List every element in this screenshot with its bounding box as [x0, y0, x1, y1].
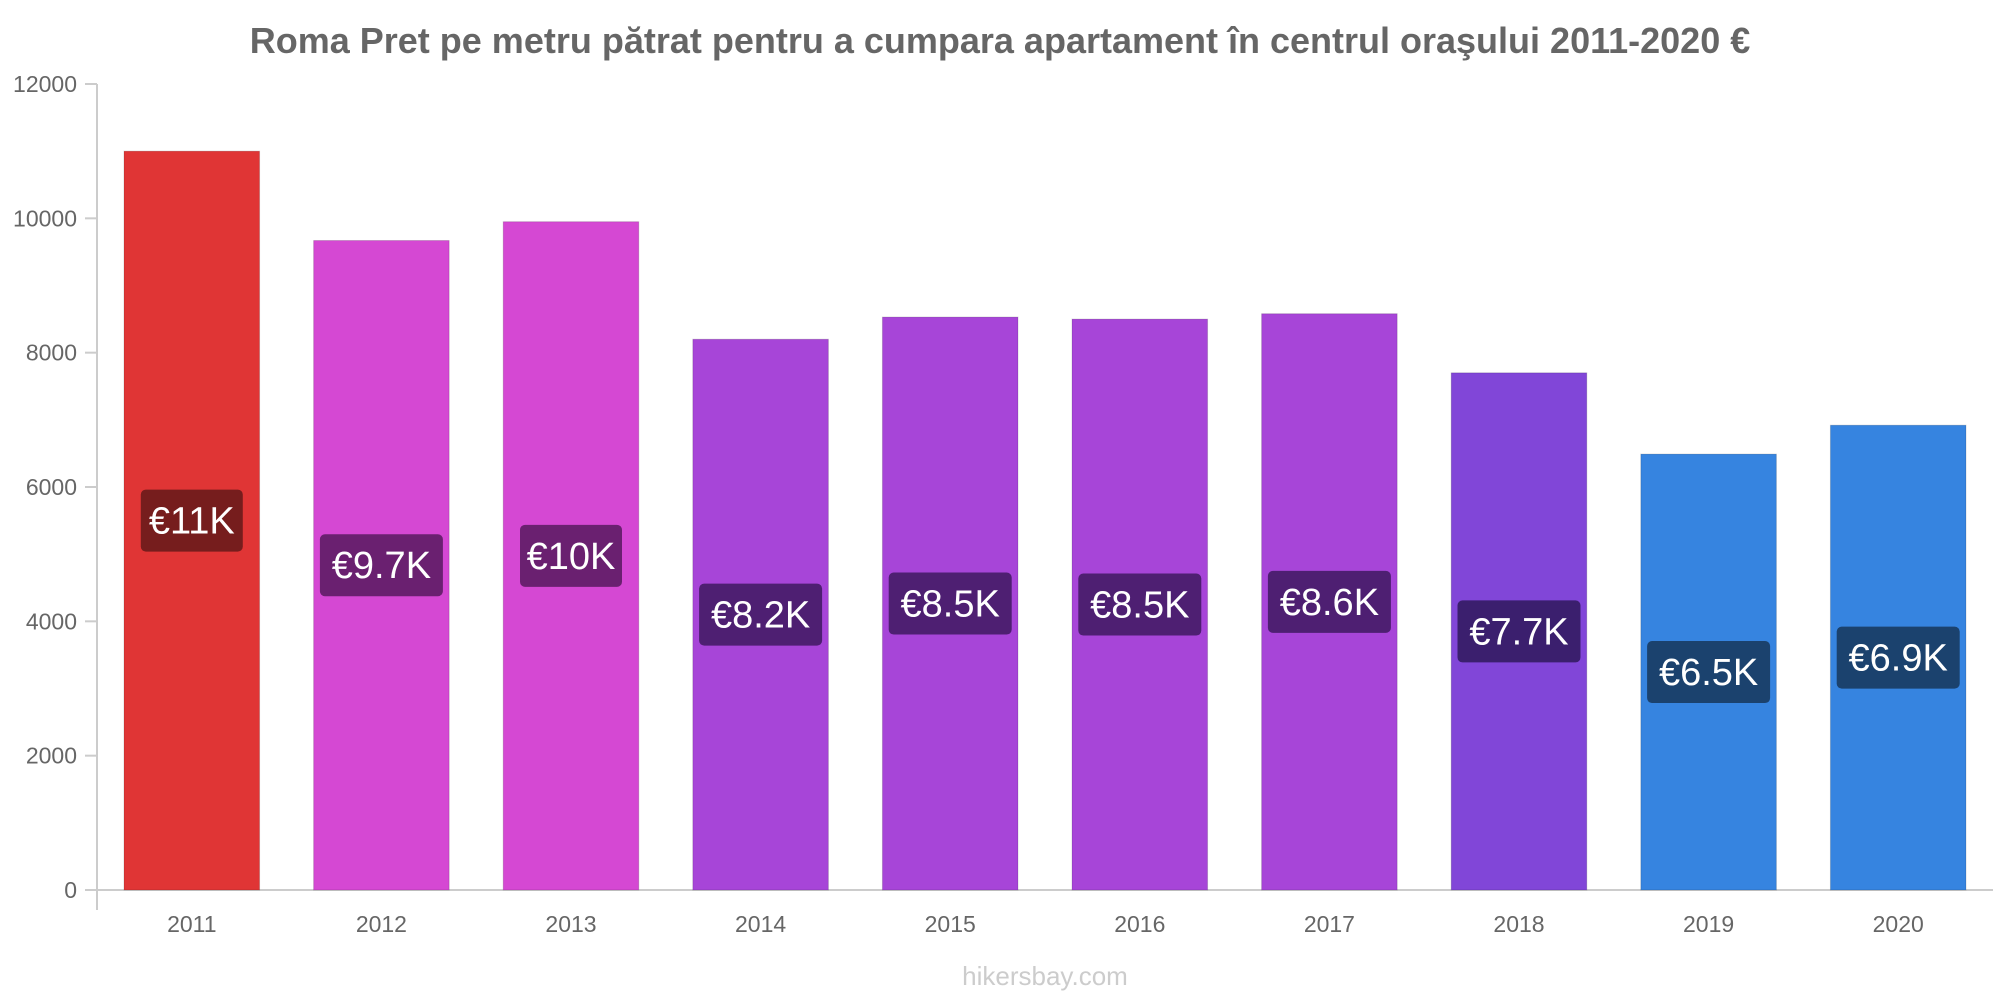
y-tick-label: 12000	[13, 71, 77, 97]
value-label-box	[1647, 641, 1771, 704]
value-label-box	[1078, 573, 1202, 636]
value-label: €11K	[149, 501, 235, 543]
y-axis: 0 2000 4000 6000 8000 10000 12000	[13, 71, 98, 910]
y-tick-label: 6000	[26, 474, 77, 500]
bars	[123, 150, 1967, 891]
value-label-box	[1267, 570, 1391, 633]
value-labels: €11K €9.7K €10K €8.2K €8.5K €8.5K €8.6K €7.7K €6…	[140, 489, 1960, 704]
x-tick-label: 2020	[1873, 911, 1924, 937]
watermark: hikersbay.com	[962, 961, 1128, 991]
x-tick-label: 2011	[167, 911, 216, 937]
value-label-box	[888, 572, 1012, 635]
x-tick-label: 2019	[1683, 911, 1734, 937]
value-label: €8.5K	[1090, 585, 1189, 627]
value-label: €7.7K	[1469, 611, 1568, 653]
y-tick-label: 10000	[13, 205, 77, 231]
value-label: €6.9K	[1849, 638, 1948, 680]
value-label-box	[520, 524, 622, 587]
y-tick-label: 2000	[26, 743, 77, 769]
value-label: €9.7K	[332, 545, 431, 587]
x-tick-label: 2013	[545, 911, 596, 937]
value-label-box	[1457, 600, 1581, 663]
chart-title: Roma Pret pe metru pătrat pentru a cumpa…	[250, 20, 1751, 61]
value-label: €8.2K	[711, 595, 810, 637]
x-tick-label: 2014	[735, 911, 786, 937]
x-axis: 2011 2012 2013 2014 2015 2016 2017 2018 2019 2020	[97, 889, 1993, 937]
x-tick-label: 2012	[356, 911, 407, 937]
x-tick-label: 2016	[1114, 911, 1165, 937]
y-tick-label: 8000	[26, 340, 77, 366]
value-label: €10K	[527, 536, 616, 578]
y-tick-label: 0	[64, 877, 77, 903]
value-label-box	[140, 489, 243, 552]
x-tick-label: 2018	[1493, 911, 1544, 937]
value-label-box	[1836, 626, 1960, 689]
value-label: €8.5K	[901, 584, 1000, 626]
x-tick-label: 2017	[1304, 911, 1355, 937]
value-label-box	[699, 583, 823, 646]
value-label: €8.6K	[1280, 582, 1379, 624]
value-label: €6.5K	[1659, 652, 1758, 694]
value-label-box	[319, 534, 443, 597]
y-tick-label: 4000	[26, 608, 77, 634]
x-tick-label: 2015	[925, 911, 976, 937]
